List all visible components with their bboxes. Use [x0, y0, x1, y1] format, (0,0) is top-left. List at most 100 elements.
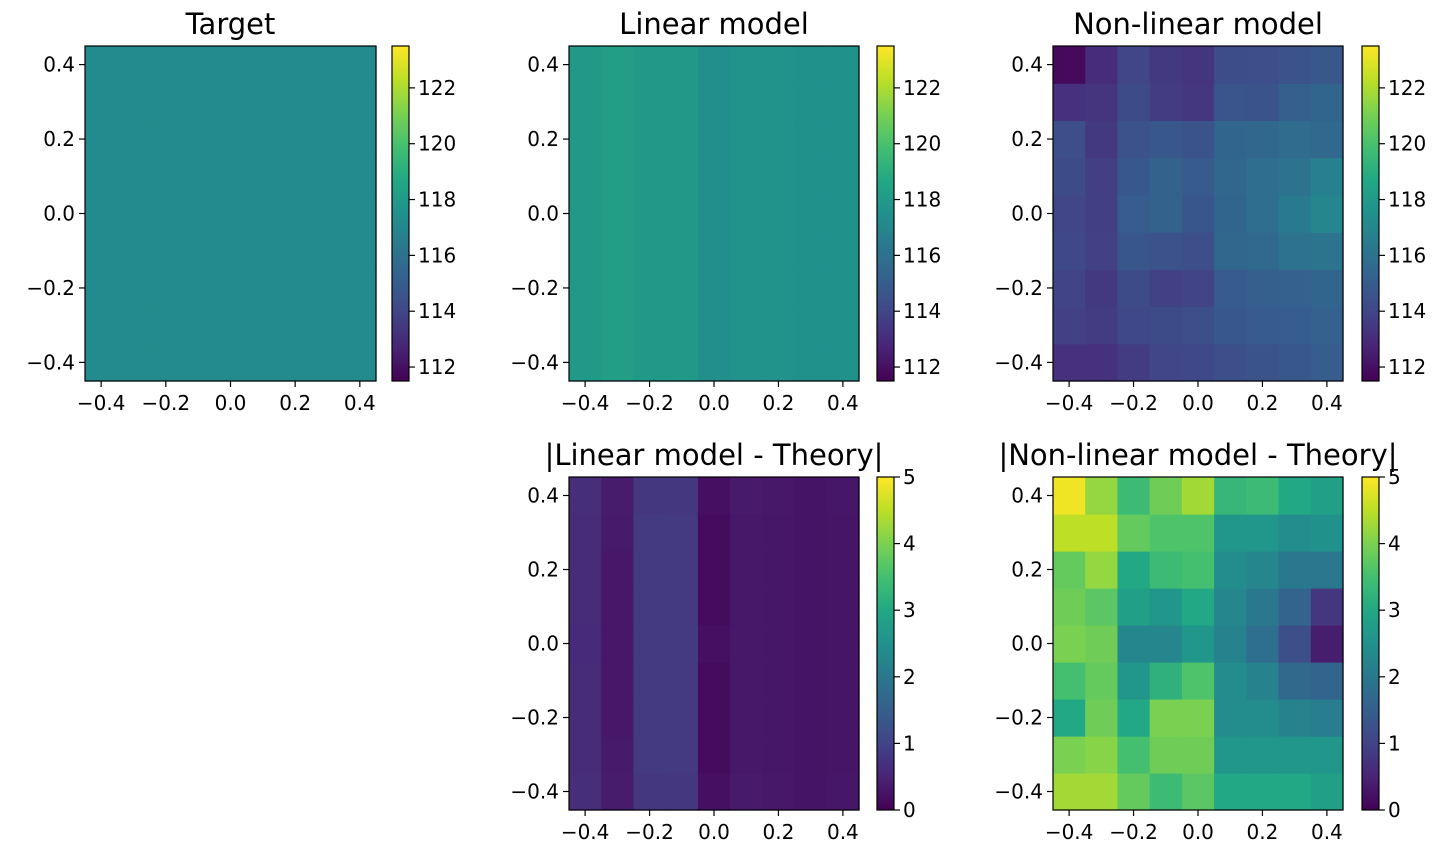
- heatmap-cell: [633, 46, 667, 84]
- heatmap-cell: [214, 120, 248, 159]
- colorbar-tick-label: 118: [1388, 188, 1426, 212]
- heatmap-cell: [730, 662, 763, 700]
- heatmap-cell: [1149, 514, 1183, 552]
- heatmap-cell: [1117, 551, 1151, 589]
- x-tick-label: 0.4: [827, 820, 859, 844]
- heatmap-cell: [1246, 662, 1280, 700]
- heatmap-cell: [1214, 343, 1247, 382]
- heatmap-cell: [246, 120, 280, 159]
- heatmap-cell: [569, 551, 602, 589]
- colorbar-tick-label: 2: [1388, 665, 1401, 689]
- heatmap-cell: [633, 699, 667, 737]
- heatmap-cell: [1214, 46, 1247, 84]
- heatmap-cell: [182, 343, 215, 382]
- heatmap-cell: [1278, 625, 1312, 663]
- heatmap-cell: [1085, 306, 1119, 345]
- heatmap-cell: [1149, 120, 1183, 159]
- heatmap-cell: [1053, 773, 1086, 811]
- heatmap-cell: [633, 343, 667, 382]
- heatmap-cell: [1278, 157, 1312, 196]
- colorbar-tick-label: 2: [903, 665, 916, 689]
- heatmap-cell: [1085, 588, 1119, 626]
- heatmap-cell: [730, 157, 763, 196]
- heatmap-cell: [730, 306, 763, 345]
- heatmap-cell: [826, 46, 860, 84]
- heatmap-cell: [85, 343, 118, 382]
- heatmap-cell: [762, 83, 796, 122]
- heatmap-cell: [601, 269, 635, 308]
- heatmap-cell: [1085, 514, 1119, 552]
- heatmap-cell: [1117, 662, 1151, 700]
- heatmap-cell: [1181, 699, 1215, 737]
- colorbar-tick-label: 122: [903, 76, 941, 100]
- heatmap-cell: [311, 232, 345, 270]
- heatmap-cell: [601, 588, 635, 626]
- heatmap-cell: [665, 662, 699, 700]
- heatmap-cell: [794, 699, 828, 737]
- x-tick-label: 0.0: [698, 391, 730, 415]
- x-tick-label: 0.0: [1182, 820, 1214, 844]
- heatmap-cell: [1181, 662, 1215, 700]
- heatmap-cell: [1085, 477, 1119, 515]
- heatmap-cell: [826, 343, 860, 382]
- heatmap-cell: [826, 514, 860, 552]
- heatmap-cell: [1181, 477, 1215, 515]
- heatmap-cell: [279, 157, 312, 196]
- heatmap-cell: [85, 194, 118, 233]
- heatmap-cell: [697, 773, 731, 811]
- heatmap-cell: [794, 120, 828, 159]
- heatmap-cell: [1181, 736, 1215, 774]
- heatmap-cell: [697, 232, 731, 270]
- heatmap-cell: [149, 157, 183, 196]
- y-tick-label: 0.2: [527, 127, 559, 151]
- heatmap-cell: [1278, 736, 1312, 774]
- heatmap-cell: [1246, 157, 1280, 196]
- heatmap-cell: [1310, 269, 1344, 308]
- heatmap-cell: [569, 477, 602, 515]
- heatmap-cell: [1085, 551, 1119, 589]
- heatmap-cell: [794, 736, 828, 774]
- heatmap-cell: [601, 83, 635, 122]
- heatmap-cell: [279, 83, 312, 122]
- x-tick-label: 0.2: [1247, 820, 1279, 844]
- colorbar-tick-label: 3: [1388, 598, 1401, 622]
- heatmap-cell: [85, 232, 118, 270]
- colorbar-tick-label: 116: [418, 243, 456, 267]
- heatmap-cell: [1310, 194, 1344, 233]
- heatmap-cell: [762, 699, 796, 737]
- heatmap-cell: [311, 120, 345, 159]
- heatmap-cell: [601, 343, 635, 382]
- heatmap-cell: [697, 269, 731, 308]
- heatmap-cell: [214, 232, 248, 270]
- y-tick-label: −0.2: [994, 276, 1043, 300]
- heatmap-cell: [1149, 773, 1183, 811]
- heatmap-cell: [633, 514, 667, 552]
- heatmap-cell: [1310, 157, 1344, 196]
- y-tick-label: 0.4: [1011, 484, 1043, 508]
- heatmap-cell: [794, 194, 828, 233]
- heatmap-cell: [601, 736, 635, 774]
- heatmap-cell: [569, 588, 602, 626]
- heatmap-cell: [1053, 194, 1086, 233]
- heatmap-cell: [1149, 46, 1183, 84]
- heatmap-cell: [246, 157, 280, 196]
- heatmap-cell: [1310, 46, 1344, 84]
- heatmap-cell: [1278, 699, 1312, 737]
- heatmap-cell: [601, 232, 635, 270]
- heatmap-cell: [1214, 269, 1247, 308]
- x-tick-label: 0.0: [698, 820, 730, 844]
- heatmap-cell: [214, 46, 248, 84]
- x-tick-label: 0.4: [344, 391, 376, 415]
- heatmap-cell: [633, 120, 667, 159]
- heatmap-cell: [665, 625, 699, 663]
- heatmap-cell: [826, 551, 860, 589]
- heatmap-cell: [1053, 736, 1086, 774]
- heatmap-cell: [1246, 551, 1280, 589]
- y-tick-label: 0.0: [1011, 202, 1043, 226]
- heatmap-cell: [665, 157, 699, 196]
- heatmap-cell: [182, 194, 215, 233]
- heatmap-cell: [1181, 625, 1215, 663]
- x-tick-label: −0.4: [1045, 391, 1094, 415]
- heatmap-cell: [601, 625, 635, 663]
